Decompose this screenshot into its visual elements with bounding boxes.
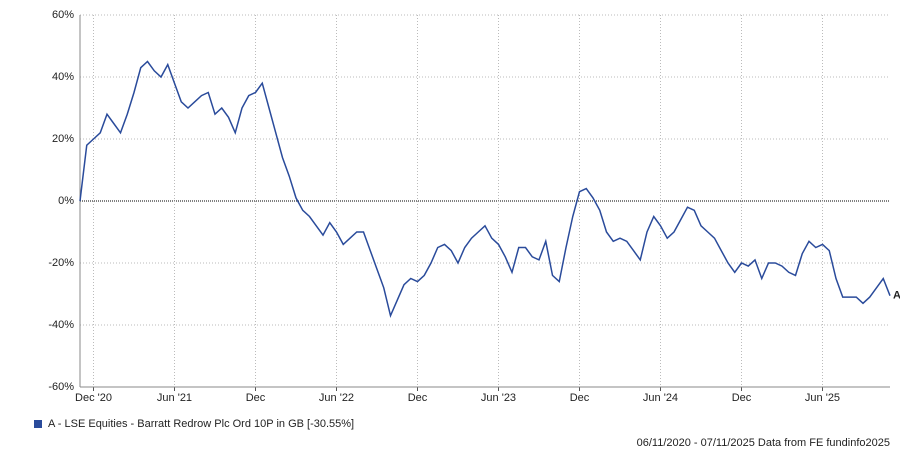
y-tick-label: 20% — [52, 133, 74, 145]
x-tick-label: Jun '24 — [643, 392, 678, 404]
legend-swatch — [34, 420, 42, 428]
x-tick-label: Dec — [570, 392, 590, 404]
x-tick-label: Dec — [246, 392, 266, 404]
y-tick-label: -40% — [48, 319, 74, 331]
x-tick-label: Jun '21 — [157, 392, 192, 404]
x-tick-label: Jun '25 — [805, 392, 840, 404]
x-tick-label: Dec — [732, 392, 752, 404]
y-tick-label: 40% — [52, 71, 74, 83]
y-tick-label: 60% — [52, 9, 74, 21]
line-series — [79, 60, 891, 319]
x-tick-label: Dec '20 — [75, 392, 112, 404]
x-tick-label: Dec — [408, 392, 428, 404]
legend-label: A - LSE Equities - Barratt Redrow Plc Or… — [48, 418, 354, 430]
x-tick-label: Jun '22 — [319, 392, 354, 404]
footer: 06/11/2020 - 07/11/2025 Data from FE fun… — [637, 437, 890, 449]
end-label: A — [893, 290, 900, 302]
y-tick-label: -20% — [48, 257, 74, 269]
x-tick-label: Jun '23 — [481, 392, 516, 404]
y-tick-label: -60% — [48, 381, 74, 393]
y-tick-label: 0% — [58, 195, 74, 207]
